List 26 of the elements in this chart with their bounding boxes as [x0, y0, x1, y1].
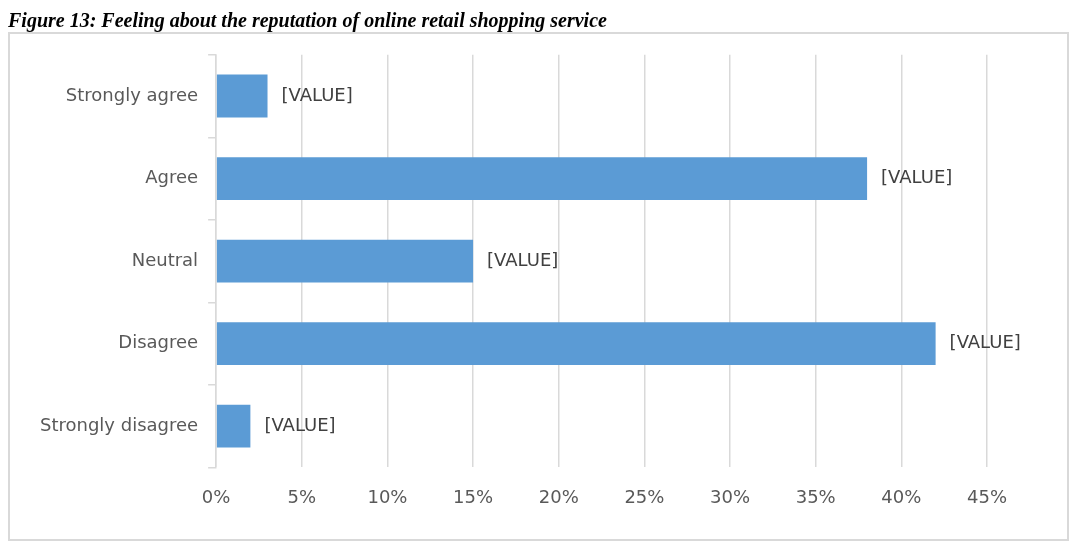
x-tick-label: 10%: [367, 485, 408, 507]
chart-title: Figure 13: Feeling about the reputation of online retail shopping service: [8, 8, 608, 32]
x-tick-label: 35%: [795, 485, 836, 507]
bar: [216, 404, 251, 448]
data-label: [VALUE]: [949, 331, 1021, 353]
data-label: [VALUE]: [281, 83, 353, 105]
x-tick-label: 5%: [287, 485, 317, 507]
y-tick-label: Disagree: [118, 331, 199, 353]
x-tick-label: 20%: [538, 485, 579, 507]
y-tick-label: Agree: [145, 166, 199, 188]
x-tick-label: 0%: [201, 485, 231, 507]
y-tick-label: Neutral: [131, 248, 199, 270]
x-tick-label: 40%: [881, 485, 922, 507]
bar: [216, 322, 936, 366]
x-tick-label: 30%: [710, 485, 751, 507]
bar: [216, 74, 268, 118]
data-label: [VALUE]: [264, 413, 336, 435]
x-tick-label: 45%: [966, 485, 1008, 507]
data-label: [VALUE]: [881, 166, 953, 188]
x-tick-label: 15%: [453, 485, 494, 507]
data-label: [VALUE]: [487, 248, 559, 270]
y-tick-label: Strongly disagree: [40, 413, 199, 435]
y-tick-label: Strongly agree: [65, 83, 199, 105]
bar: [216, 157, 868, 201]
x-tick-label: 25%: [624, 485, 665, 507]
bar: [216, 239, 474, 283]
